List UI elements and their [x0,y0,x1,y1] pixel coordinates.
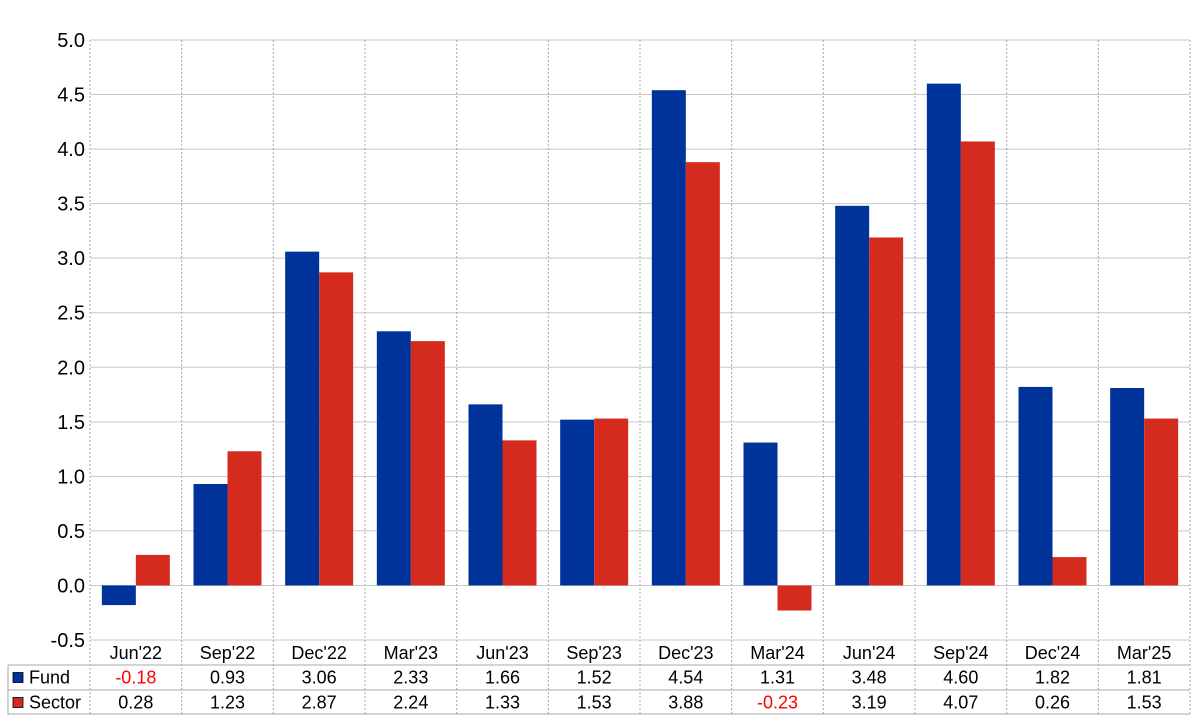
data-label-fund: 1.81 [1127,668,1162,688]
data-label-fund: 3.48 [852,668,887,688]
x-tick-label: Sep'22 [200,643,256,663]
data-label-fund: 1.31 [760,668,795,688]
bar-fund [560,419,595,586]
x-tick-label: Mar'24 [750,643,804,663]
bar-fund [193,484,228,586]
y-tick-label: 4.0 [57,139,85,161]
data-label-fund: 1.82 [1035,668,1070,688]
x-tick-label: Jun'24 [843,643,895,663]
data-label-sector: 1.53 [1127,693,1162,713]
y-tick-label: 3.5 [57,194,85,216]
x-tick-label: Mar'23 [384,643,438,663]
data-label-sector: 4.07 [943,693,978,713]
data-label-fund: -0.18 [115,668,156,688]
bars [101,83,1179,611]
data-label-sector: 1.23 [210,693,245,713]
bar-sector [685,162,720,586]
bar-fund [285,251,320,586]
y-tick-label: 3.0 [57,248,85,270]
x-tick-label: Dec'24 [1025,643,1080,663]
data-label-fund: 3.06 [302,668,337,688]
y-tick-label: 5.0 [57,30,85,52]
legend-swatch-fund [12,672,24,683]
data-label-sector: 3.88 [668,693,703,713]
x-tick-label: Jun'23 [476,643,528,663]
data-label-fund: 1.66 [485,668,520,688]
y-tick-label: -0.5 [51,630,85,652]
bar-sector [227,451,262,586]
x-tick-label: Sep'23 [566,643,622,663]
bar-sector [502,440,537,586]
y-tick-label: 1.5 [57,412,85,434]
y-tick-label: 0.0 [57,575,85,597]
data-label-sector: 2.87 [302,693,337,713]
bar-fund [651,90,686,586]
data-label-sector: 2.24 [393,693,428,713]
data-label-sector: 1.33 [485,693,520,713]
bar-fund [1018,386,1053,586]
legend-label-sector: Sector [29,693,81,713]
bar-sector [777,585,812,611]
bar-sector [869,237,904,586]
data-label-sector: 3.19 [852,693,887,713]
x-tick-label: Dec'22 [291,643,346,663]
bar-sector [410,341,445,586]
data-label-fund: 4.60 [943,668,978,688]
bar-sector [135,554,170,586]
data-table: Jun'22 Sep'22 Dec'22 Mar'23 Jun'23 Sep'23 Dec'… [7,643,1190,715]
data-label-fund: 2.33 [393,668,428,688]
legend-swatch-sector [12,697,24,708]
bar-fund [1110,388,1145,586]
legend-label-fund: Fund [29,668,70,688]
bar-fund [835,205,870,586]
data-label-sector: 1.53 [577,693,612,713]
y-tick-label: 2.5 [57,303,85,325]
data-label-fund: 0.93 [210,668,245,688]
x-tick-label: Jun'22 [110,643,162,663]
bar-fund [101,585,136,606]
x-tick-label: Dec'23 [658,643,713,663]
bar-sector [1144,418,1179,586]
data-label-fund: 4.54 [668,668,703,688]
bar-fund [926,83,961,586]
bar-fund [743,442,778,586]
bar-fund [468,404,503,586]
data-label-fund: 1.52 [577,668,612,688]
bar-fund [376,331,411,586]
y-tick-label: 4.5 [57,85,85,107]
bar-sector [319,272,354,586]
y-tick-label: 1.0 [57,466,85,488]
x-tick-label: Mar'25 [1117,643,1171,663]
y-tick-label: 0.5 [57,521,85,543]
y-tick-label: 2.0 [57,357,85,379]
data-label-sector: 0.26 [1035,693,1070,713]
vertical-gridlines [89,40,1191,715]
x-tick-label: Sep'24 [933,643,989,663]
bar-sector [594,418,629,586]
bar-sector [960,141,995,586]
data-label-sector: -0.23 [757,693,798,713]
data-label-sector: 0.28 [118,693,153,713]
bar-sector [1052,557,1087,586]
y-axis-tick-labels: 5.0 4.5 4.0 3.5 3.0 2.5 2.0 1.5 1.0 0.5 0.0 -0.5 [51,30,85,652]
